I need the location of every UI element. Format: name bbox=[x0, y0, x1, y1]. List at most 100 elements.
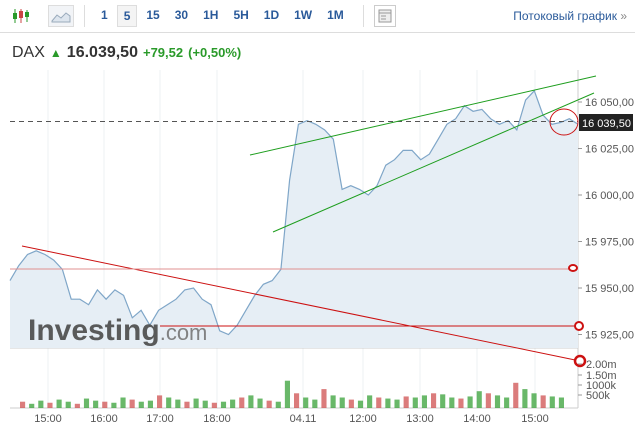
volume-bar bbox=[230, 399, 236, 408]
volume-bar bbox=[431, 393, 437, 408]
volume-bars bbox=[20, 380, 564, 408]
volume-bar bbox=[403, 396, 409, 408]
volume-tick-label: 2.00m bbox=[586, 359, 617, 371]
volume-bar bbox=[522, 389, 528, 408]
interval-1W[interactable]: 1W bbox=[294, 8, 313, 22]
current-price-label: 16 039,50 bbox=[582, 118, 631, 130]
volume-bar bbox=[138, 401, 144, 408]
volume-bar bbox=[184, 401, 190, 408]
green-trendline-lower[interactable] bbox=[272, 92, 595, 233]
volume-bar bbox=[376, 397, 382, 408]
x-tick-label: 17:00 bbox=[146, 413, 174, 425]
volume-bar bbox=[275, 401, 281, 408]
interval-1[interactable]: 1 bbox=[101, 8, 108, 22]
streaming-chart-link[interactable]: Потоковый график » bbox=[513, 9, 627, 23]
volume-bar bbox=[540, 395, 546, 408]
volume-bar bbox=[558, 397, 564, 408]
y-tick-label: 15 950,00 bbox=[585, 283, 634, 295]
price-change-percent: (+0,50%) bbox=[188, 45, 242, 60]
line-handle[interactable] bbox=[568, 264, 578, 272]
volume-bar bbox=[504, 397, 510, 408]
x-tick-label: 12:00 bbox=[349, 413, 377, 425]
price-change: +79,52 bbox=[142, 45, 184, 60]
volume-bar bbox=[220, 401, 227, 408]
layout-icon[interactable] bbox=[373, 5, 396, 27]
quote-header: DAX ▲ 16.039,50 +79,52 (+0,50%) bbox=[12, 44, 241, 62]
volume-bar bbox=[129, 399, 135, 408]
interval-1D[interactable]: 1D bbox=[263, 8, 280, 22]
y-tick-label: 15 975,00 bbox=[585, 237, 634, 249]
volume-bar bbox=[83, 398, 90, 408]
volume-bar bbox=[102, 401, 108, 408]
x-tick-label: 15:00 bbox=[521, 413, 549, 425]
volume-tick-label: 1000k bbox=[586, 380, 616, 392]
divider bbox=[84, 5, 85, 27]
volume-bar bbox=[38, 400, 44, 408]
volume-bar bbox=[476, 391, 482, 408]
volume-bar bbox=[312, 399, 318, 408]
price-line bbox=[9, 89, 579, 336]
volume-tick-label: 500k bbox=[586, 390, 610, 402]
price-area bbox=[10, 90, 578, 349]
volume-bar bbox=[157, 395, 163, 408]
volume-bar bbox=[440, 394, 446, 408]
highlight-circle[interactable] bbox=[549, 108, 579, 136]
line-handle[interactable] bbox=[574, 321, 584, 331]
volume-bar bbox=[93, 400, 99, 408]
volume-bar bbox=[147, 400, 153, 408]
y-tick-label: 16 025,00 bbox=[585, 144, 634, 156]
volume-bar bbox=[385, 398, 391, 408]
volume-bar bbox=[266, 400, 272, 408]
x-tick-label: 04.11 bbox=[290, 413, 317, 425]
volume-bar bbox=[166, 397, 172, 408]
volume-bar bbox=[29, 403, 35, 408]
chart-toolbar: 1 5 15 30 1H 5H 1D 1W 1M Потоковый график » bbox=[0, 0, 635, 33]
volume-bar bbox=[74, 403, 80, 408]
interval-1M[interactable]: 1M bbox=[327, 8, 344, 22]
trendline-drawings[interactable] bbox=[10, 75, 597, 368]
volume-bar bbox=[202, 400, 208, 408]
volume-bar bbox=[449, 397, 455, 408]
volume-bar bbox=[120, 397, 126, 408]
interval-5[interactable]: 5 bbox=[116, 5, 138, 27]
investing-logo: Investing.com bbox=[28, 314, 207, 347]
red-trendline-descending[interactable] bbox=[21, 245, 581, 362]
last-price: 16.039,50 bbox=[66, 44, 138, 61]
volume-tick-label: 1.50m bbox=[586, 370, 617, 382]
volume-bar bbox=[257, 398, 263, 408]
interval-selector: 1 5 15 30 1H 5H 1D 1W 1M bbox=[95, 5, 353, 27]
volume-bar bbox=[47, 402, 53, 408]
interval-5H[interactable]: 5H bbox=[233, 8, 249, 22]
green-trendline-upper[interactable] bbox=[249, 75, 597, 156]
volume-bar bbox=[412, 397, 418, 408]
volume-bar bbox=[239, 397, 245, 408]
volume-bar bbox=[513, 382, 519, 408]
volume-bar bbox=[294, 393, 300, 408]
x-tick-label: 14:00 bbox=[463, 413, 491, 425]
volume-bar bbox=[458, 398, 464, 408]
volume-bar bbox=[394, 399, 400, 408]
symbol-name: DAX bbox=[12, 44, 45, 61]
x-tick-label: 18:00 bbox=[203, 413, 231, 425]
volume-bar bbox=[467, 396, 473, 408]
volume-bar bbox=[421, 395, 427, 408]
volume-bar bbox=[303, 397, 309, 408]
interval-15[interactable]: 15 bbox=[146, 8, 160, 22]
interval-30[interactable]: 30 bbox=[174, 8, 189, 22]
volume-bar bbox=[367, 395, 373, 408]
current-price-badge bbox=[579, 114, 633, 131]
volume-bar bbox=[211, 402, 217, 408]
area-chart-icon[interactable] bbox=[48, 5, 74, 27]
volume-bar bbox=[65, 401, 71, 408]
chevron-right-icon: » bbox=[620, 9, 627, 23]
x-tick-label: 15:00 bbox=[34, 413, 62, 425]
y-tick-label: 15 925,00 bbox=[585, 330, 634, 342]
volume-bar bbox=[20, 401, 26, 408]
candlestick-chart-icon[interactable] bbox=[8, 5, 34, 27]
volume-bar bbox=[485, 393, 491, 408]
y-tick-label: 16 000,00 bbox=[585, 190, 634, 202]
interval-1H[interactable]: 1H bbox=[203, 8, 219, 22]
arrow-up-icon: ▲ bbox=[49, 46, 62, 60]
line-handle[interactable] bbox=[573, 354, 587, 368]
